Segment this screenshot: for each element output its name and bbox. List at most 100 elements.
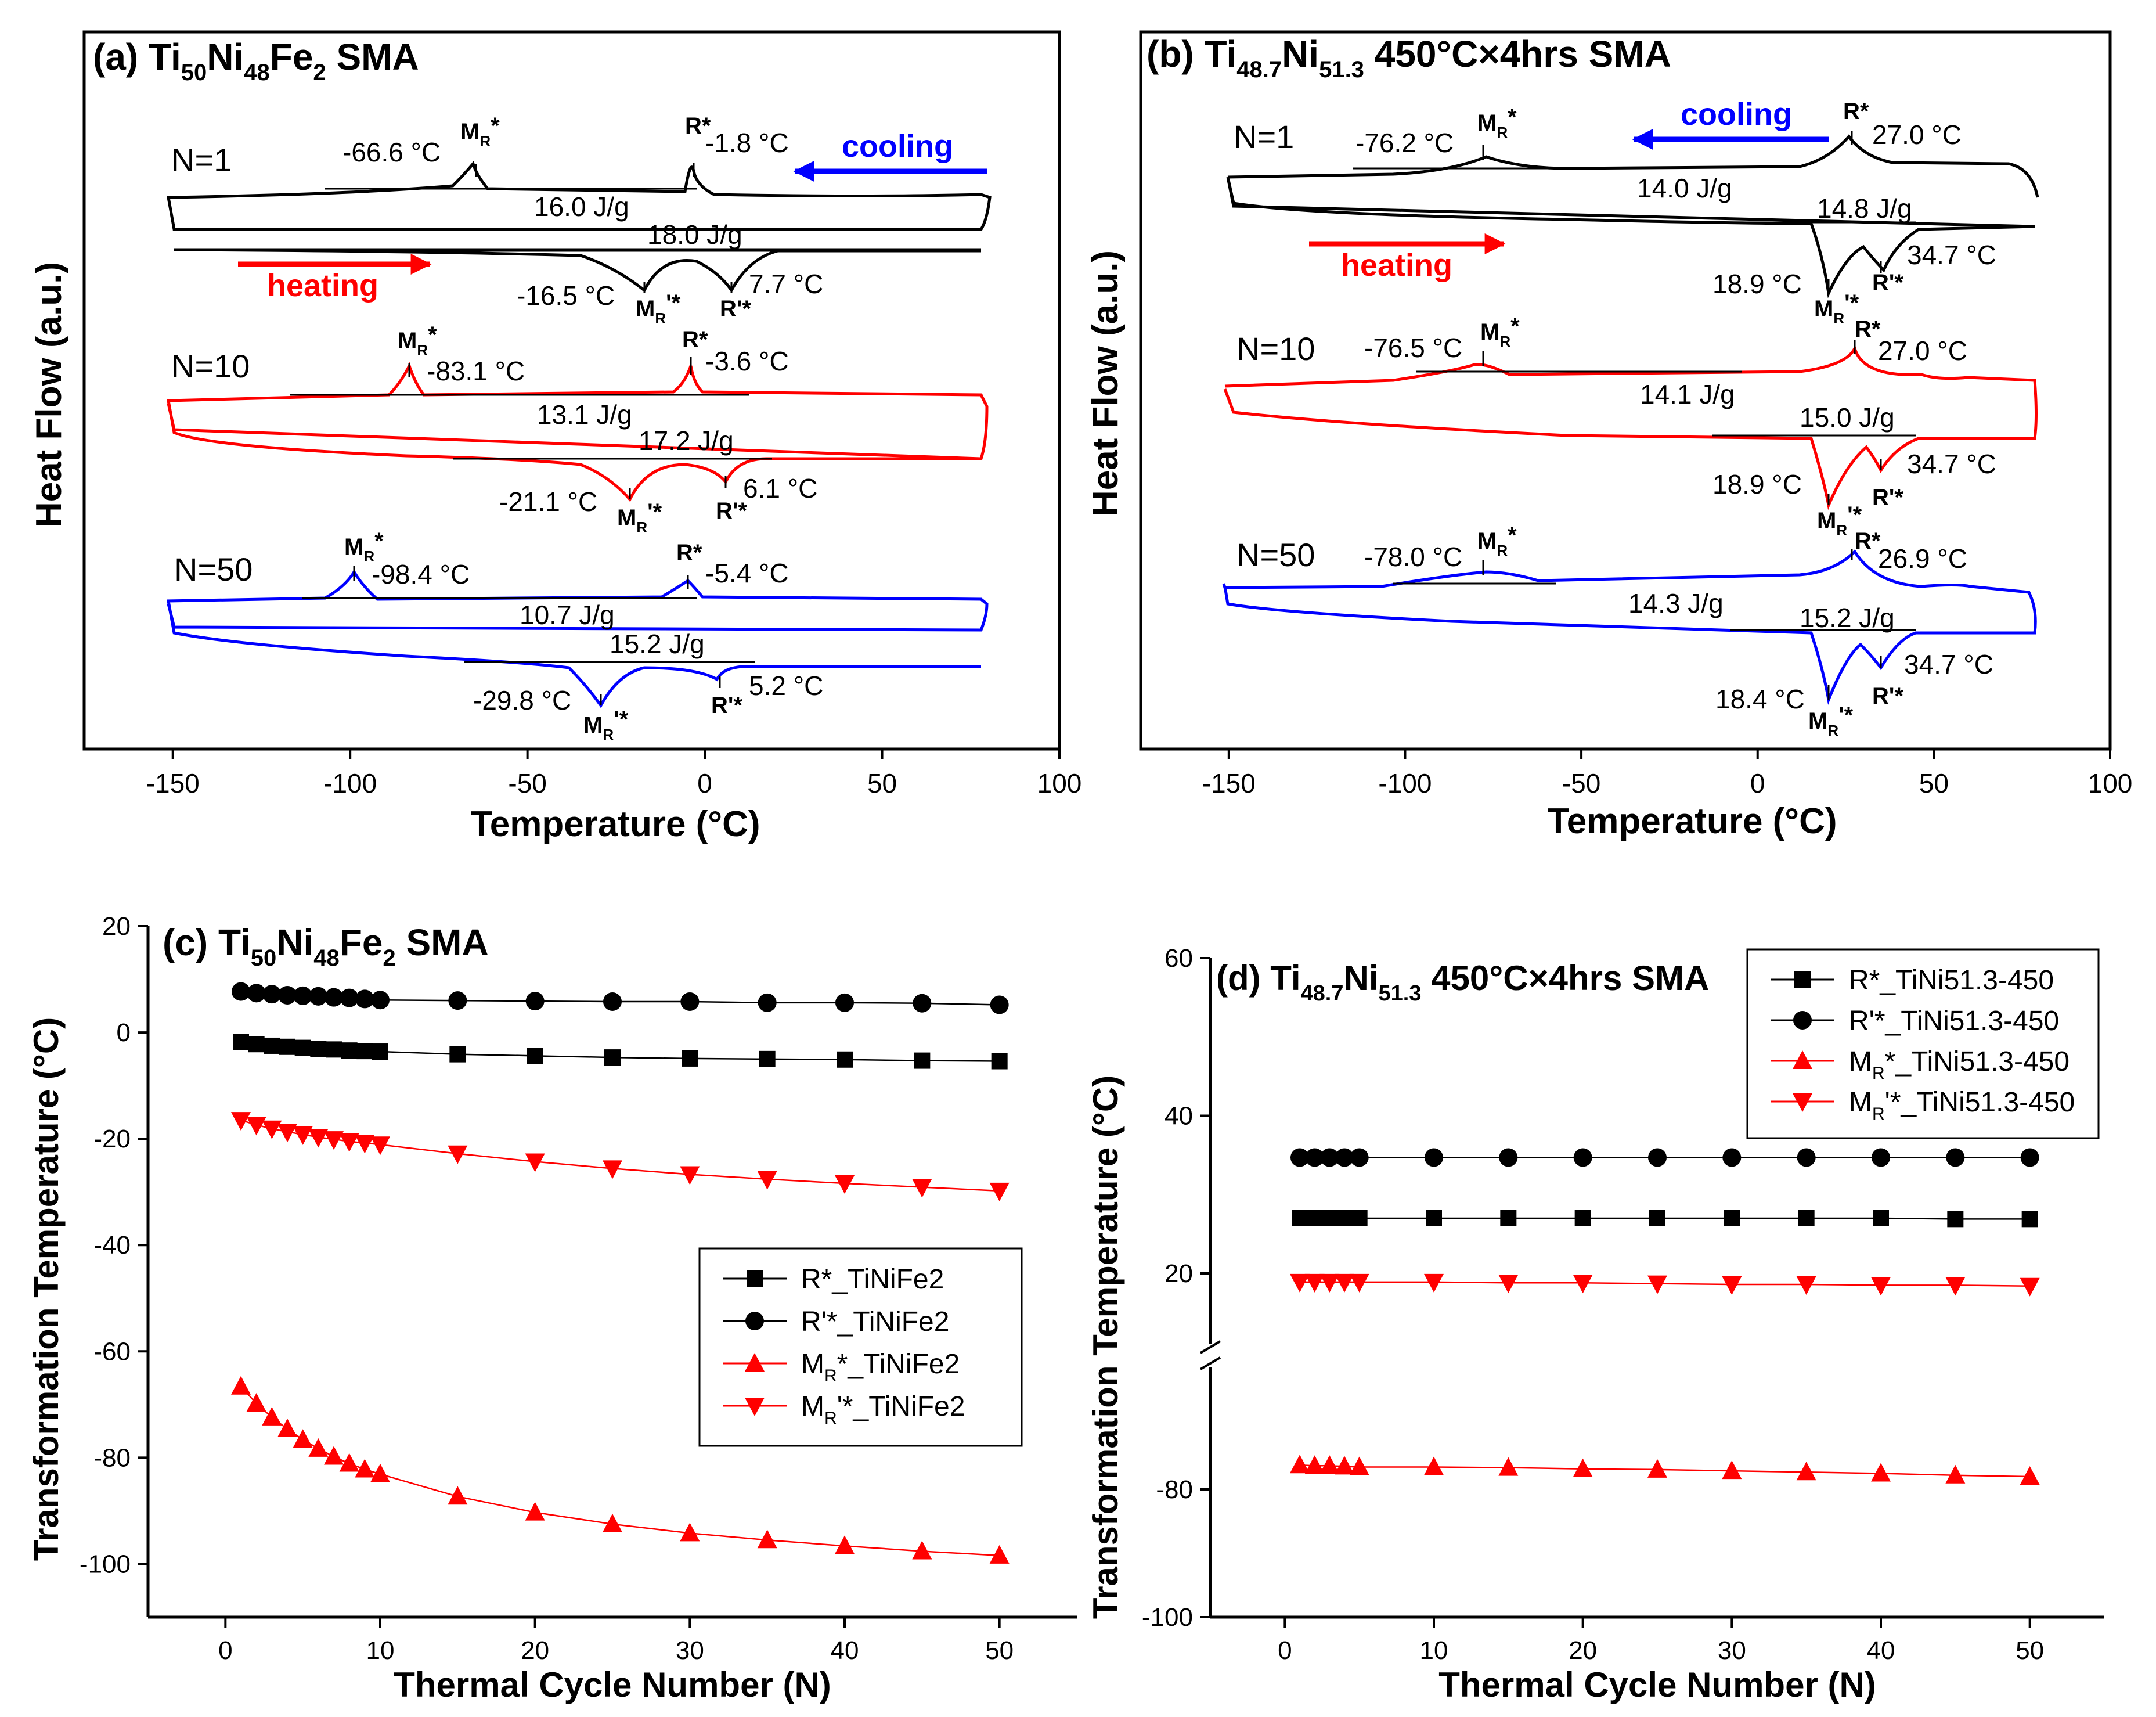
panel-b-n50-mr-temp: -78.0 °C (1364, 542, 1462, 572)
panel-d-xtick-label-3: 30 (1718, 1636, 1746, 1665)
panel-c-series-1-point-2 (262, 985, 282, 1004)
panel-c-series-2-point-6 (324, 1446, 344, 1465)
panel-c-series-3-point-13 (680, 1166, 700, 1185)
panel-d-series-2-point-2 (1319, 1455, 1340, 1474)
panel-d-series-1-point-11 (1872, 1148, 1890, 1167)
panel-c-series-1-point-15 (835, 993, 854, 1012)
panel-c-series-3-line (240, 1119, 1000, 1192)
panel-a-n50-cycle: N=50 (174, 551, 253, 588)
panel-c-ytick-label-4: -60 (93, 1337, 131, 1366)
panel-c-series-1-point-10 (448, 991, 467, 1010)
panel-c-series-1-point-13 (680, 992, 700, 1011)
panel-a-curve-n10 (167, 362, 989, 502)
panel-d-series-3-point-11 (1871, 1277, 1891, 1296)
panel-b-n1-heat-enthalpy: 14.8 J/g (1817, 193, 1912, 224)
panel-c-xtick-label-0: 0 (218, 1636, 232, 1665)
panel-b-curve-n10 (1223, 344, 2038, 510)
panel-a-xtick-label-0: -150 (146, 768, 200, 798)
panel-b-n50-mrp-label: MR'* (1808, 703, 1854, 739)
panel-c-series-3-point-7 (339, 1133, 359, 1152)
panel-c-series-1-point-5 (309, 987, 328, 1006)
panel-d-series-2-point-10 (1796, 1462, 1816, 1481)
panel-c-series-3-point-6 (324, 1131, 344, 1150)
panel-c-ytick-label-3: -40 (93, 1231, 131, 1259)
panel-a-xtick-label-4: 50 (867, 768, 897, 798)
panel-b-n50-r-label: R* (1855, 528, 1881, 554)
panel-d-series-0-point-3 (1336, 1210, 1353, 1226)
panel-b-n10-r-label: R* (1855, 316, 1881, 342)
panel-b-n10-rp-label: R'* (1872, 485, 1903, 510)
panel-a-baselines (290, 163, 830, 705)
panel-c-series-3-point-16 (912, 1179, 932, 1198)
panel-c-series-3-point-11 (525, 1153, 545, 1172)
panel-c-series-2-point-17 (989, 1545, 1010, 1564)
panel-c-series-2-point-15 (835, 1535, 855, 1554)
panel-c-series-1-point-9 (371, 991, 390, 1010)
panel-c-series-2-point-1 (246, 1393, 266, 1412)
panel-a-n10-rp-label: R'* (716, 498, 747, 524)
panel-d-ytick-label-0: 60 (1164, 944, 1193, 973)
panel-a-n10-mr-label: MR* (398, 322, 437, 359)
panel-a-n50-mr-temp: -98.4 °C (372, 559, 470, 589)
panel-c-legend-marker-2 (745, 1353, 765, 1372)
panel-a-n50-rp-label: R'* (711, 693, 742, 718)
panel-c-series-1-point-8 (355, 989, 374, 1009)
panel-a-curve-n50 (167, 569, 989, 708)
panel-b-xtick-label-4: 50 (1919, 768, 1949, 798)
panel-d-legend-label-3: MR'*_TiNi51.3-450 (1849, 1087, 2075, 1124)
panel-d-series-1-point-8 (1648, 1148, 1667, 1167)
panel-b-n10-rp-temp: 34.7 °C (1907, 449, 1996, 479)
panel-a-n50-r-temp: -5.4 °C (705, 558, 789, 588)
panel-c-xlabel: Thermal Cycle Number (N) (394, 1665, 831, 1704)
panel-a-cooling-label: cooling (842, 129, 953, 164)
panel-c-legend-marker-3 (745, 1398, 765, 1416)
panel-c-series-2-point-16 (912, 1540, 932, 1560)
panel-c-xtick-label-1: 10 (366, 1636, 395, 1665)
panel-d-series-3-point-13 (2020, 1277, 2040, 1297)
panel-d-series-2-point-8 (1647, 1459, 1667, 1478)
panel-b-n50-heat-enthalpy: 15.2 J/g (1800, 603, 1895, 633)
panel-d-series-2-point-13 (2020, 1466, 2040, 1485)
panel-c-series-0-point-8 (356, 1043, 373, 1060)
panel-a-xtick-label-3: 0 (697, 768, 712, 798)
panel-d-series-3-point-2 (1319, 1273, 1340, 1293)
panel-d-series-0-point-7 (1574, 1210, 1591, 1226)
panel-a-n1-cool-enthalpy: 16.0 J/g (534, 192, 629, 222)
panel-b-n10-r-temp: 27.0 °C (1878, 336, 1967, 366)
panel-a-n10-mrp-label: MR'* (617, 499, 662, 536)
panel-c-series-2-point-12 (603, 1513, 622, 1532)
panel-c-series-3-point-15 (835, 1175, 855, 1194)
panel-d-series-2-point-3 (1335, 1456, 1354, 1475)
panel-a-n50-cool-enthalpy: 10.7 J/g (520, 600, 615, 630)
panel-a-frame (82, 30, 1061, 751)
panel-b-n50-r-temp: 26.9 °C (1878, 543, 1967, 574)
panel-a-n1-mrp-label: MR'* (636, 290, 681, 327)
panel-a-n50-mrp-temp: -29.8 °C (473, 685, 571, 715)
panel-c-series-1-point-7 (340, 988, 359, 1007)
panel-c-legend-label-1: R'*_TiNiFe2 (801, 1306, 949, 1337)
panel-d-series-2-point-4 (1349, 1456, 1369, 1475)
panel-d-series-3-point-3 (1335, 1273, 1354, 1293)
panel-a: -150 -100 -50 0 50 100 (a) Ti50Ni48Fe2 SMA He… (29, 30, 1081, 844)
panel-b-n10-mr-label: MR* (1480, 314, 1520, 350)
panel-a-n10-heat-enthalpy: 17.2 J/g (639, 426, 734, 456)
panel-c-series-0-point-5 (310, 1041, 327, 1057)
panel-d-series-0-point-4 (1351, 1210, 1368, 1226)
panel-d-series-0-point-1 (1306, 1210, 1323, 1226)
panel-d-series-1-point-0 (1290, 1148, 1309, 1167)
panel-d-legend-label-1: R'*_TiNi51.3-450 (1849, 1006, 2059, 1036)
panel-b-n10-heat-enthalpy: 15.0 J/g (1800, 402, 1895, 433)
panel-d-series-0-point-11 (1873, 1210, 1889, 1226)
panel-c-series-0-point-17 (991, 1053, 1008, 1070)
panel-d-xtick-label-1: 10 (1420, 1636, 1448, 1665)
panel-c-xtick-label-2: 20 (521, 1636, 549, 1665)
panel-d-series-0-point-12 (1947, 1211, 1964, 1228)
panel-d-series-2-point-6 (1498, 1457, 1519, 1476)
panel-c-series-3-point-4 (293, 1126, 313, 1145)
panel-c-series-1-point-6 (325, 988, 343, 1007)
panel-d-series-0-point-6 (1500, 1210, 1517, 1226)
panel-a-n10-cycle: N=10 (171, 348, 250, 384)
panel-a-xtick-label-2: -50 (508, 768, 546, 798)
panel-c-series-3-point-10 (448, 1145, 468, 1164)
panel-a-n1-heat-enthalpy: 18.0 J/g (647, 219, 742, 250)
